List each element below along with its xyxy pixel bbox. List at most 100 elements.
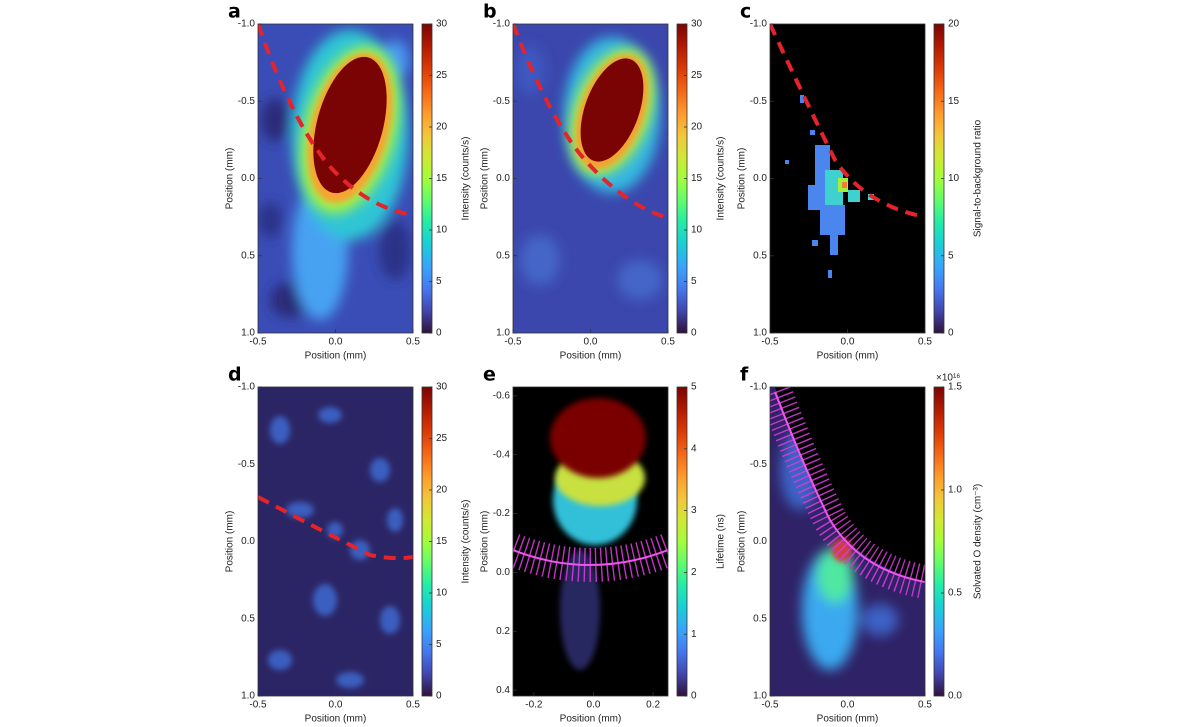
y-axis-label: Position (mm)	[480, 511, 491, 573]
colorbar-scale: ×10¹⁶	[936, 373, 960, 384]
y-tick-label: 0.5	[241, 250, 255, 261]
x-tick-label: -0.5	[249, 337, 267, 348]
y-tick-label: 0.0	[753, 536, 767, 547]
y-tick-label: -1.0	[750, 382, 768, 393]
panel-label: e	[483, 364, 496, 386]
y-tick-label: 1.0	[496, 328, 510, 339]
colorbar-label: Intensity (counts/s)	[461, 500, 472, 584]
y-tick-label: -1.0	[238, 382, 256, 393]
y-tick-label: 0.4	[496, 685, 510, 696]
y-tick-label: -0.5	[750, 96, 768, 107]
colorbar-tick-label: 0.5	[948, 588, 962, 599]
colorbar-tick-label: 30	[436, 382, 448, 393]
y-axis-label: Position (mm)	[225, 148, 236, 210]
colorbar-tick-label: 20	[436, 485, 448, 496]
y-tick-label: 0.2	[496, 626, 510, 637]
colorbar-tick-label: 3	[691, 505, 697, 516]
colorbar-tick-label: 0	[948, 328, 954, 339]
y-tick-label: 0.0	[753, 173, 767, 184]
y-tick-label: 0.5	[753, 250, 767, 261]
panel-label: a	[228, 1, 241, 23]
x-tick-label: -0.2	[525, 700, 543, 711]
colorbar-tick-label: 30	[436, 19, 448, 30]
colorbar-tick-label: 0.0	[948, 691, 962, 702]
x-axis-label: Position (mm)	[305, 714, 367, 725]
colorbar-tick-label: 10	[436, 588, 448, 599]
colorbar-tick-label: 10	[436, 225, 448, 236]
y-tick-label: -0.5	[493, 96, 511, 107]
x-tick-label: -0.5	[761, 337, 779, 348]
y-tick-label: -0.5	[750, 459, 768, 470]
colorbar-tick-label: 20	[436, 122, 448, 133]
y-tick-label: 1.0	[241, 691, 255, 702]
y-tick-label: -1.0	[493, 19, 511, 30]
heatmap-image	[258, 387, 413, 696]
x-tick-label: 0.5	[406, 700, 420, 711]
colorbar-tick-label: 25	[436, 433, 448, 444]
panel-label: d	[228, 364, 242, 386]
heatmap-image	[258, 24, 413, 333]
x-tick-label: 0.0	[841, 700, 855, 711]
x-tick-label: 0.0	[329, 700, 343, 711]
x-tick-label: 0.0	[584, 337, 598, 348]
x-axis-label: Position (mm)	[305, 351, 367, 362]
heatmap-image	[770, 24, 925, 333]
colorbar-tick-label: 0	[691, 691, 697, 702]
colorbar-tick-label: 15	[436, 536, 448, 547]
y-axis-label: Position (mm)	[225, 511, 236, 573]
colorbar-tick-label: 15	[948, 96, 960, 107]
colorbar-label: Intensity (counts/s)	[461, 137, 472, 221]
colorbar-label: Signal-to-background ratio	[973, 119, 984, 237]
y-tick-label: 1.0	[753, 691, 767, 702]
colorbar-tick-label: 1.5	[948, 382, 962, 393]
colorbar-tick-label: 5	[436, 639, 442, 650]
plot-frame	[512, 386, 669, 697]
y-tick-label: -0.5	[238, 96, 256, 107]
colorbar-tick-label: 15	[691, 173, 703, 184]
colorbar-label: Intensity (counts/s)	[716, 137, 727, 221]
colorbar-tick-label: 5	[436, 276, 442, 287]
y-tick-label: 0.0	[496, 173, 510, 184]
x-axis-label: Position (mm)	[817, 714, 879, 725]
colorbar	[933, 386, 945, 697]
axes-layer: a -0.5 0.0 0.5 -1.0 -0.5 0.0 0.5 1.0 Position (mm…	[225, 1, 984, 725]
x-axis-label: Position (mm)	[817, 351, 879, 362]
y-axis-label: Position (mm)	[480, 148, 491, 210]
colorbar-tick-label: 25	[436, 70, 448, 81]
x-tick-label: 0.5	[661, 337, 675, 348]
x-tick-label: 0.5	[918, 700, 932, 711]
colorbar-label: Solvated O density (cm⁻³)	[973, 484, 984, 599]
y-tick-label: 1.0	[753, 328, 767, 339]
y-tick-label: -1.0	[238, 19, 256, 30]
colorbar	[676, 386, 688, 697]
colorbar-tick-label: 5	[948, 250, 954, 261]
colorbar-tick-label: 20	[948, 19, 960, 30]
panel-label: c	[740, 1, 751, 23]
colorbar-tick-label: 10	[948, 173, 960, 184]
y-tick-label: 0.5	[241, 613, 255, 624]
colorbar-tick-label: 4	[691, 443, 697, 454]
x-tick-label: 0.0	[587, 700, 601, 711]
x-tick-label: 0.5	[406, 337, 420, 348]
colorbar-tick-label: 25	[691, 70, 703, 81]
x-tick-label: -0.5	[761, 700, 779, 711]
colorbar-tick-label: 1.0	[948, 485, 962, 496]
x-tick-label: 0.0	[841, 337, 855, 348]
y-tick-label: 0.5	[496, 250, 510, 261]
x-tick-label: -0.5	[504, 337, 522, 348]
panel-label: b	[483, 1, 497, 23]
y-tick-label: 0.0	[496, 567, 510, 578]
y-tick-label: 0.0	[241, 173, 255, 184]
y-tick-label: 0.0	[241, 536, 255, 547]
x-tick-label: -0.5	[249, 700, 267, 711]
colorbar-tick-label: 0	[436, 691, 442, 702]
colorbar-tick-label: 0	[436, 328, 442, 339]
colorbar-tick-label: 20	[691, 122, 703, 133]
x-tick-label: 0.0	[329, 337, 343, 348]
colorbar-tick-label: 15	[436, 173, 448, 184]
panel-label: f	[740, 364, 749, 386]
y-tick-label: -0.5	[238, 459, 256, 470]
colorbar-label: Lifetime (ns)	[716, 514, 727, 569]
colorbar-tick-label: 1	[691, 629, 697, 640]
